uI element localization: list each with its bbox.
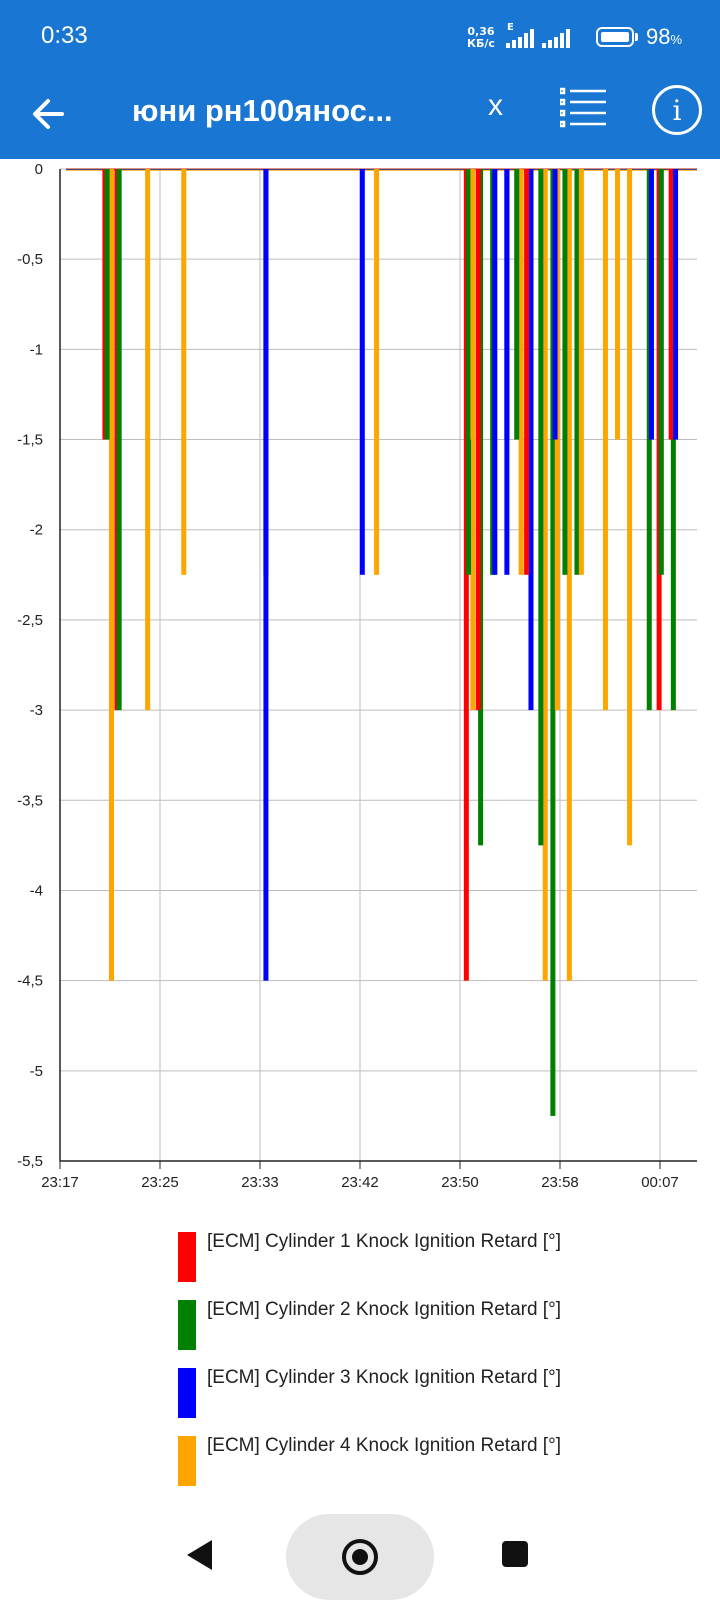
battery-tip xyxy=(635,33,638,41)
chart-bar xyxy=(615,169,621,440)
chart-bar xyxy=(648,169,654,440)
chart-bar xyxy=(602,169,608,711)
chart-bar xyxy=(359,169,365,575)
chart-bar xyxy=(145,169,151,711)
chart-bar xyxy=(116,169,122,711)
chart-bar xyxy=(504,169,510,440)
legend-item: [ECM] Cylinder 4 Knock Ignition Retard [… xyxy=(178,1434,638,1502)
x-tick-label: 23:58 xyxy=(541,1174,579,1191)
x-tick-label: 23:17 xyxy=(41,1174,79,1191)
legend-label: [ECM] Cylinder 3 Knock Ignition Retard [… xyxy=(207,1367,561,1388)
y-tick-label: -4,5 xyxy=(17,973,43,990)
legend-swatch xyxy=(178,1300,196,1350)
status-time: 0:33 xyxy=(41,22,88,49)
chart-bar xyxy=(627,169,633,846)
y-tick-label: -4 xyxy=(30,882,43,899)
info-icon[interactable]: i xyxy=(652,85,702,135)
home-button[interactable] xyxy=(286,1514,434,1600)
signal-icon xyxy=(504,26,538,48)
chart-bars xyxy=(66,168,697,1116)
chart-bar xyxy=(542,169,548,981)
chart-bar xyxy=(492,169,498,575)
app-bar: юни рн100янос... x i xyxy=(0,75,720,159)
chart-bar xyxy=(574,169,580,575)
chart-bar xyxy=(104,169,110,440)
chart-bar xyxy=(550,169,556,1116)
legend-label: [ECM] Cylinder 1 Knock Ignition Retard [… xyxy=(207,1231,561,1252)
x-tick-label: 00:07 xyxy=(641,1174,679,1191)
y-tick-label: 0 xyxy=(35,161,43,178)
page-title: юни рн100янос... xyxy=(132,93,393,128)
signal-icon xyxy=(542,26,576,48)
battery-icon xyxy=(596,27,634,47)
chart-bar xyxy=(668,169,674,440)
network-speed: 0,36 КБ/с xyxy=(467,26,495,50)
legend-swatch xyxy=(178,1368,196,1418)
chart-legend: [ECM] Cylinder 1 Knock Ignition Retard [… xyxy=(178,1230,638,1502)
chart-axes xyxy=(59,169,697,1169)
y-tick-label: -2,5 xyxy=(17,612,43,629)
chart-tick-labels: 0 -0,5 -1 -1,5 -2 -2,5 -3 -3,5 -4 -4,5 -5 -5,5 23:17… xyxy=(17,161,679,1191)
network-speed-value: 0,36 xyxy=(467,25,495,38)
navigation-bar xyxy=(0,1510,720,1600)
x-tick-label: 23:33 xyxy=(241,1174,279,1191)
x-tick-label: 23:42 xyxy=(341,1174,379,1191)
chart-bar xyxy=(181,169,187,575)
legend-swatch xyxy=(178,1232,196,1282)
x-tick-label: 23:50 xyxy=(441,1174,479,1191)
home-dot xyxy=(352,1549,368,1565)
chart-bar xyxy=(263,169,269,575)
chart-bar xyxy=(562,169,568,575)
list-icon[interactable] xyxy=(558,87,616,141)
y-tick-label: -5 xyxy=(30,1063,43,1080)
legend-label: [ECM] Cylinder 4 Knock Ignition Retard [… xyxy=(207,1435,561,1456)
legend-item: [ECM] Cylinder 2 Knock Ignition Retard [… xyxy=(178,1298,638,1366)
legend-label: [ECM] Cylinder 2 Knock Ignition Retard [… xyxy=(207,1299,561,1320)
x-tick-label: 23:25 xyxy=(141,1174,179,1191)
chart-bar xyxy=(566,169,572,981)
chart-bar xyxy=(658,169,664,575)
chart-bar xyxy=(374,169,380,575)
status-bar: 0:33 0,36 КБ/с E 98% xyxy=(0,0,720,75)
close-button[interactable]: x xyxy=(488,89,503,122)
chart-bar xyxy=(108,169,114,981)
recents-square-icon[interactable] xyxy=(502,1541,528,1567)
chart-bar xyxy=(538,169,544,846)
chart-bar xyxy=(470,169,476,440)
chart-bar xyxy=(673,169,679,440)
chart-bar xyxy=(578,169,584,575)
chart-bar xyxy=(475,169,481,711)
chart-bar xyxy=(518,169,524,575)
chart-bar xyxy=(552,169,558,440)
network-speed-unit: КБ/с xyxy=(467,37,495,50)
y-tick-label: -3 xyxy=(30,702,43,719)
legend-item: [ECM] Cylinder 1 Knock Ignition Retard [… xyxy=(178,1230,638,1298)
home-circle-icon xyxy=(342,1539,378,1575)
network-type: E xyxy=(507,22,514,33)
back-triangle-icon[interactable] xyxy=(187,1540,212,1570)
y-tick-label: -1 xyxy=(30,341,43,358)
chart-bar xyxy=(466,169,472,575)
knock-retard-chart: 0 -0,5 -1 -1,5 -2 -2,5 -3 -3,5 -4 -4,5 -5 -5,5 23:17… xyxy=(17,161,697,1191)
battery-percent: 98% xyxy=(646,24,683,49)
chart-bar xyxy=(524,169,530,575)
chart-bar xyxy=(514,169,520,440)
chart-bar xyxy=(528,169,534,711)
y-tick-label: -0,5 xyxy=(17,251,43,268)
y-tick-label: -5,5 xyxy=(17,1153,43,1170)
y-tick-label: -2 xyxy=(30,522,43,539)
back-arrow-icon[interactable] xyxy=(24,87,78,141)
legend-item: [ECM] Cylinder 3 Knock Ignition Retard [… xyxy=(178,1366,638,1434)
y-tick-label: -1,5 xyxy=(17,432,43,449)
legend-swatch xyxy=(178,1436,196,1486)
y-tick-label: -3,5 xyxy=(17,792,43,809)
